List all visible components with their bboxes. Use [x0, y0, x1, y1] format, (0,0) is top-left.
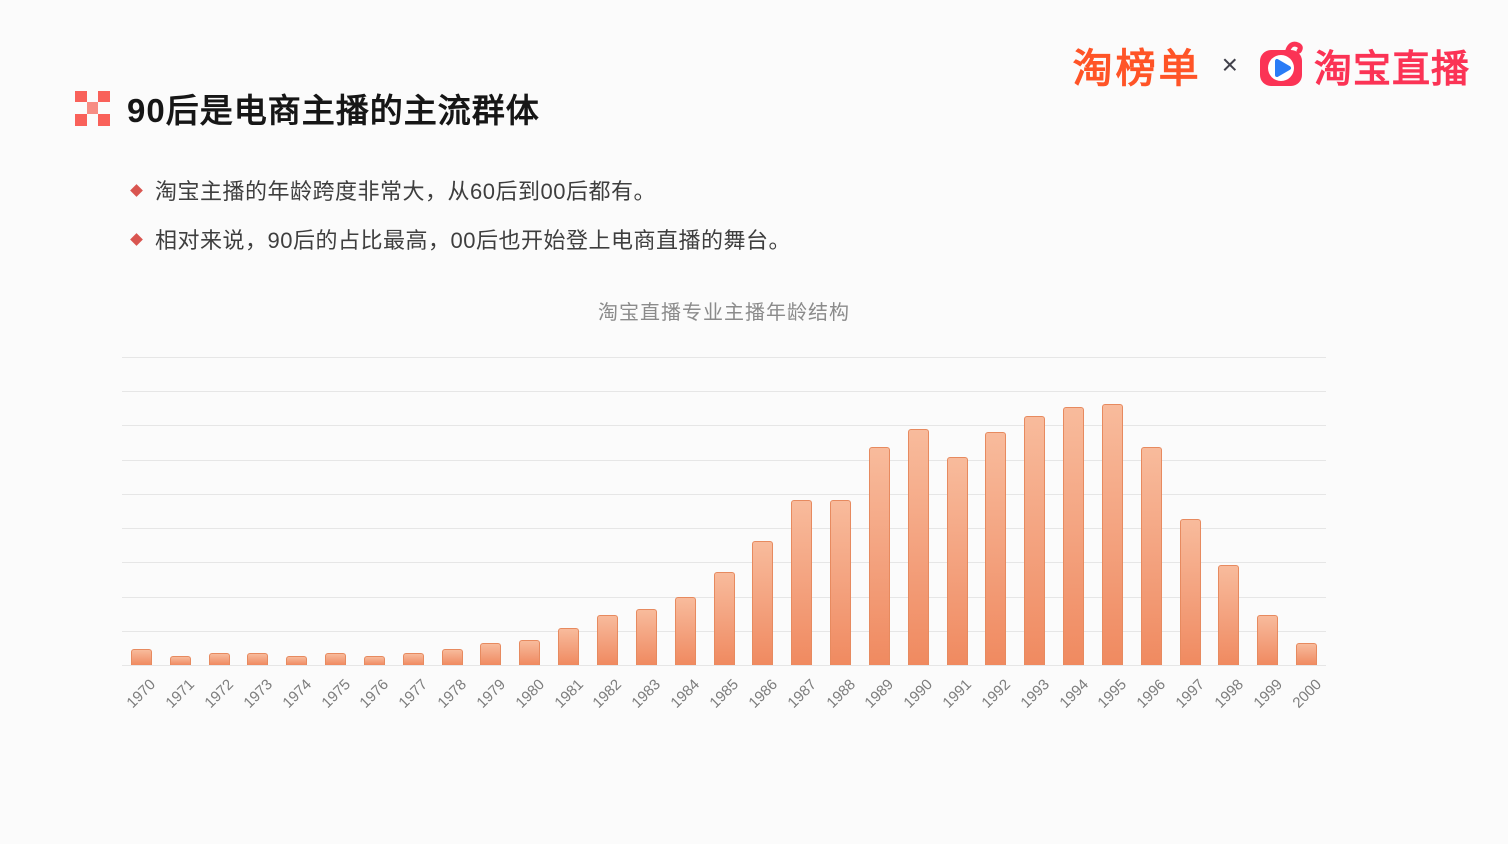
bar-1977	[402, 652, 424, 665]
bar-1995	[1101, 403, 1123, 665]
bar-1992	[985, 431, 1007, 665]
bar-1998	[1218, 565, 1240, 665]
bullet-text: 相对来说，90后的占比最高，00后也开始登上电商直播的舞台。	[155, 228, 791, 253]
x-tick-label-1989: 1989	[861, 676, 898, 712]
bar-1993	[1024, 416, 1046, 665]
bar-1970	[130, 649, 152, 665]
x-tick-label-1982: 1982	[589, 676, 626, 712]
bar-1983	[635, 609, 657, 665]
x-tick-label-1977: 1977	[395, 676, 432, 712]
bar-1990	[907, 428, 929, 665]
taobao-live-logo: 淘宝直播	[1258, 38, 1470, 93]
bar-1997	[1179, 518, 1201, 665]
x-tick-label-1992: 1992	[978, 676, 1014, 712]
x-tick-label-1970: 1970	[123, 676, 160, 712]
x-tick-label-1987: 1987	[784, 676, 820, 712]
x-tick-label-1980: 1980	[512, 676, 548, 712]
taobao-live-logo-text: 淘宝直播	[1313, 48, 1470, 91]
x-tick-label-1996: 1996	[1133, 676, 1170, 712]
gridline	[122, 528, 1326, 530]
bullet-item: 相对来说，90后的占比最高，00后也开始登上电商直播的舞台。	[130, 225, 791, 253]
x-tick-label-1976: 1976	[356, 676, 393, 712]
page-title: 90后是电商主播的主流群体	[127, 92, 540, 129]
x-tick-label-1972: 1972	[201, 676, 238, 712]
gridline	[122, 493, 1326, 495]
gridline	[122, 459, 1326, 461]
bar-1972	[208, 652, 230, 665]
x-tick-label-1983: 1983	[628, 676, 665, 712]
x-axis-line	[122, 665, 1326, 666]
x-tick-label-1981: 1981	[551, 676, 587, 712]
x-tick-label-1975: 1975	[318, 676, 354, 712]
bar-1980	[519, 640, 541, 665]
x-tick-label-1974: 1974	[279, 676, 315, 712]
brand-logos: 淘榜单 × 淘宝直播	[1073, 36, 1470, 94]
bar-1971	[169, 655, 191, 665]
bar-1994	[1063, 406, 1085, 665]
x-tick-label-1994: 1994	[1055, 676, 1092, 712]
bullet-text: 淘宝主播的年龄跨度非常大，从60后到00后都有。	[155, 179, 656, 204]
gridline	[122, 357, 1326, 358]
x-tick-label-1993: 1993	[1017, 676, 1053, 712]
x-tick-label-1973: 1973	[240, 676, 276, 712]
checker-icon	[75, 90, 110, 126]
bar-1979	[480, 643, 502, 665]
x-tick-label-2000: 2000	[1288, 676, 1325, 712]
bar-1981	[558, 627, 580, 665]
bar-1982	[596, 615, 618, 665]
bar-1988	[830, 500, 852, 665]
title-row: 90后是电商主播的主流群体	[75, 84, 540, 132]
bar-1989	[868, 447, 890, 665]
bar-1986	[752, 540, 774, 665]
taobao-live-tv-icon	[1258, 41, 1310, 89]
x-tick-label-1999: 1999	[1250, 676, 1286, 712]
bar-1985	[713, 571, 735, 665]
gridline	[122, 391, 1326, 393]
bar-2000	[1296, 643, 1318, 665]
bullet-item: 淘宝主播的年龄跨度非常大，从60后到00后都有。	[130, 176, 791, 204]
x-tick-label-1984: 1984	[667, 676, 704, 712]
bar-1975	[325, 652, 347, 665]
x-tick-label-1985: 1985	[706, 676, 743, 712]
x-tick-label-1971: 1971	[162, 676, 199, 712]
x-axis-labels: 1970 1971 1972 1973 1974 1975 1976 1977 1978 1979…	[122, 665, 1326, 745]
diamond-bullet-icon	[130, 183, 143, 197]
bar-1991	[946, 456, 968, 665]
collab-x-separator: ×	[1221, 49, 1238, 80]
x-tick-label-1995: 1995	[1094, 676, 1131, 712]
bar-1984	[674, 596, 696, 665]
taobangdan-logo: 淘榜单	[1072, 47, 1202, 91]
bar-1999	[1257, 615, 1279, 665]
bar-1973	[247, 652, 269, 665]
x-tick-label-1997: 1997	[1172, 676, 1209, 712]
bar-1976	[363, 655, 385, 665]
bar-1978	[441, 649, 463, 665]
x-tick-label-1986: 1986	[745, 676, 781, 712]
x-tick-label-1990: 1990	[900, 676, 937, 712]
gridline	[122, 562, 1326, 564]
x-tick-label-1979: 1979	[473, 676, 509, 712]
gridline	[122, 425, 1326, 427]
bullet-list: 淘宝主播的年龄跨度非常大，从60后到00后都有。 相对来说，90后的占比最高，0…	[130, 176, 791, 274]
bar-chart-plot-area	[122, 357, 1326, 666]
bar-1987	[791, 500, 813, 665]
chart-title: 淘宝直播专业主播年龄结构	[598, 302, 850, 324]
x-tick-label-1978: 1978	[434, 676, 471, 712]
bar-1996	[1140, 447, 1162, 665]
x-tick-label-1998: 1998	[1211, 676, 1247, 712]
diamond-bullet-icon	[130, 232, 143, 246]
x-tick-label-1991: 1991	[939, 676, 976, 712]
bar-1974	[286, 655, 308, 665]
x-tick-label-1988: 1988	[822, 676, 859, 712]
